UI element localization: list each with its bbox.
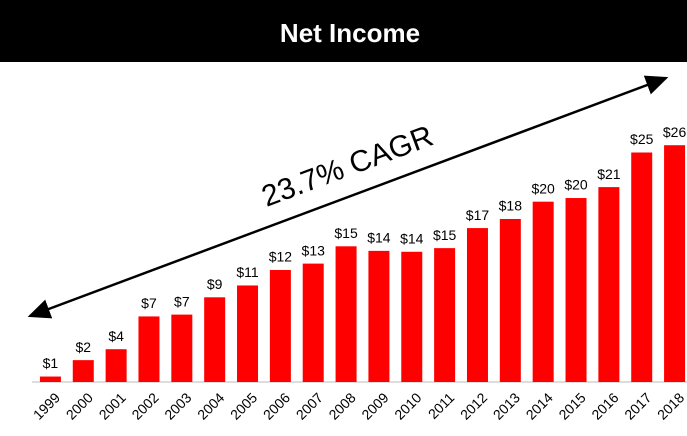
cagr-arrow	[27, 75, 669, 319]
bar	[466, 228, 488, 382]
data-label: $11	[236, 264, 259, 280]
x-tick-label: 2008	[325, 389, 358, 422]
bar	[302, 263, 324, 382]
data-label: $26	[663, 124, 687, 140]
bar	[598, 187, 620, 382]
bar	[105, 349, 127, 382]
bar	[335, 246, 357, 382]
data-label: $15	[433, 227, 457, 243]
x-tick-label: 2007	[293, 389, 326, 422]
data-label: $9	[207, 276, 223, 292]
data-label: $15	[334, 225, 358, 241]
bar	[631, 152, 653, 382]
x-tick-label: 2009	[358, 389, 391, 422]
title-bar	[0, 0, 687, 62]
x-tick-label: 2014	[523, 389, 556, 422]
bar	[39, 376, 61, 382]
x-tick-label: 2018	[654, 389, 687, 422]
bar	[565, 198, 587, 382]
data-label: $4	[108, 328, 124, 344]
bar	[368, 250, 390, 382]
x-tick-label: 2002	[128, 389, 161, 422]
data-label: $20	[531, 180, 555, 196]
data-label: $21	[597, 166, 621, 182]
x-tick-label: 2013	[490, 389, 523, 422]
data-label: $2	[75, 339, 91, 355]
data-label: $20	[564, 177, 588, 193]
bar	[72, 360, 94, 382]
x-tick-label: 2011	[425, 389, 458, 422]
data-label: $18	[499, 198, 523, 214]
bar	[499, 218, 521, 382]
bar	[269, 269, 291, 382]
bar	[532, 201, 554, 382]
x-tick-label: 2015	[555, 389, 588, 422]
data-label: $7	[141, 295, 157, 311]
bar	[434, 248, 456, 382]
x-tick-label: 2005	[227, 389, 260, 422]
annotation: 23.7% CAGR	[257, 120, 437, 214]
bar	[237, 285, 259, 382]
data-label: $14	[367, 230, 391, 246]
chart-title: Net Income	[280, 18, 420, 48]
x-tick-label: 2016	[588, 389, 621, 422]
x-tick-label: 1999	[30, 389, 63, 422]
bar	[138, 316, 160, 382]
bar	[171, 314, 193, 382]
data-label: $14	[400, 230, 424, 246]
x-tick-label: 2017	[621, 389, 654, 422]
x-tick-label: 2003	[161, 389, 194, 422]
bar	[401, 251, 423, 382]
data-label: $12	[269, 249, 293, 265]
data-label: $13	[302, 242, 326, 258]
x-tick-label: 2010	[391, 389, 424, 422]
data-label: $7	[174, 293, 190, 309]
x-tick-label: 2006	[260, 389, 293, 422]
bar	[204, 297, 226, 382]
data-label: $17	[466, 207, 490, 223]
x-tick-label: 2001	[96, 389, 129, 422]
x-tick-label: 2012	[457, 389, 490, 422]
x-tick-label: 2004	[194, 389, 227, 422]
data-label: $1	[43, 355, 59, 371]
x-tick-label: 2000	[63, 389, 96, 422]
data-label: $25	[630, 131, 654, 147]
bar	[664, 145, 686, 382]
